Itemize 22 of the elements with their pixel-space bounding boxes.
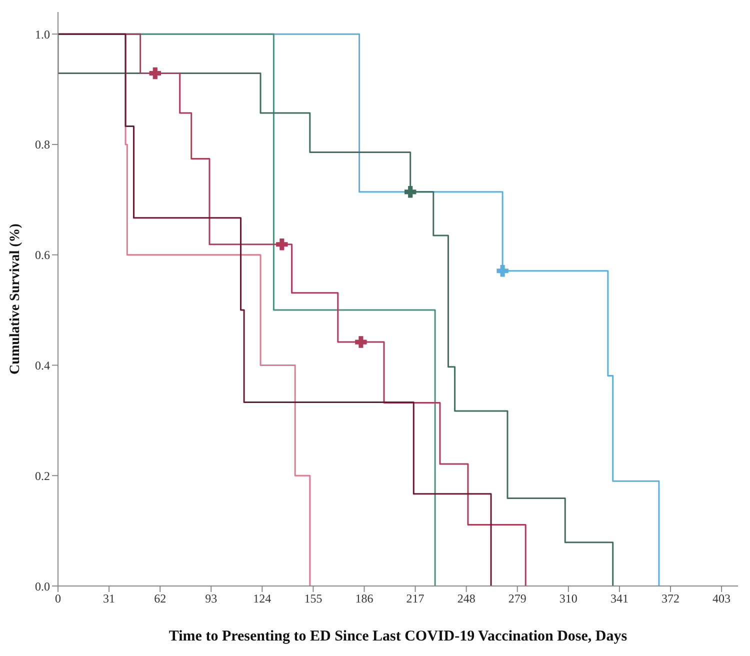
x-tick-label: 341 xyxy=(610,592,628,606)
x-tick-label: 155 xyxy=(304,592,322,606)
y-tick-label: 0.4 xyxy=(35,358,50,372)
x-tick-label: 186 xyxy=(355,592,374,606)
x-tick-label: 217 xyxy=(406,592,424,606)
x-tick-label: 372 xyxy=(661,592,680,606)
x-tick-label: 0 xyxy=(55,592,61,606)
x-tick-label: 62 xyxy=(154,592,166,606)
x-tick-label: 93 xyxy=(205,592,218,606)
y-tick-label: 0.6 xyxy=(35,248,50,262)
x-axis-title: Time to Presenting to ED Since Last COVID-19 Vaccination Dose, Days xyxy=(168,628,628,645)
y-tick-label: 0.8 xyxy=(35,138,50,152)
y-tick-label: 1.0 xyxy=(35,27,50,42)
x-tick-label: 279 xyxy=(508,592,526,606)
x-tick-label: 124 xyxy=(253,592,272,606)
x-tick-label: 248 xyxy=(457,592,476,606)
x-tick-label: 310 xyxy=(559,592,578,606)
x-tick-label: 403 xyxy=(712,592,731,606)
y-axis-title: Cumulative Survival (%) xyxy=(8,223,23,374)
y-tick-label: 0.2 xyxy=(35,468,50,483)
x-tick-label: 31 xyxy=(103,592,116,606)
y-tick-label: 0.0 xyxy=(35,579,50,594)
